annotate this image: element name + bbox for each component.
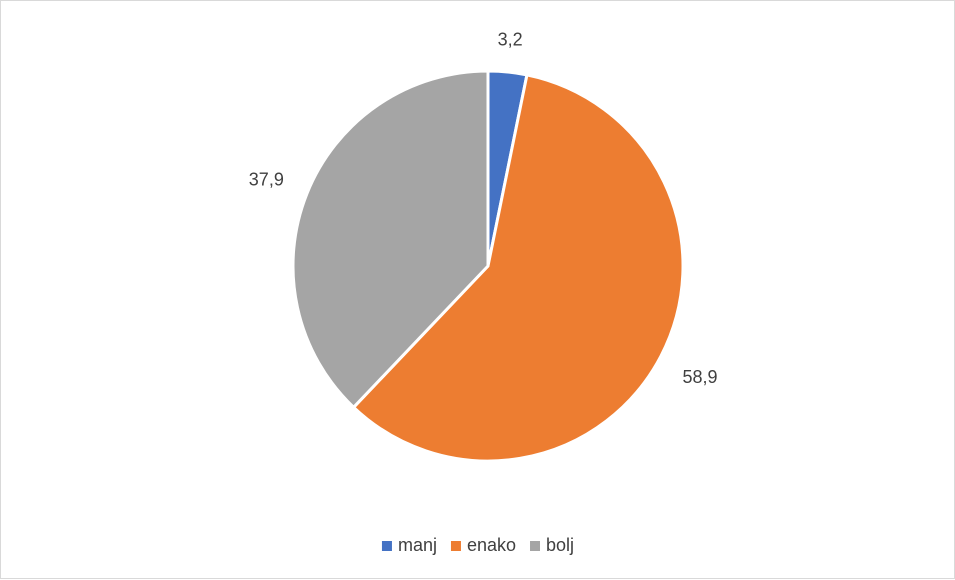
legend-label-enako: enako	[467, 535, 516, 555]
pie-slice-enako	[352, 73, 685, 463]
data-label-bolj: 37,9	[249, 169, 284, 189]
legend-swatch-enako	[450, 541, 461, 551]
legend-item-manj: manj	[381, 535, 437, 555]
legend: manj enako bolj	[381, 535, 574, 555]
data-label-enako: 58,9	[683, 367, 718, 387]
legend-item-enako: enako	[450, 535, 516, 555]
legend-label-bolj: bolj	[546, 535, 574, 555]
data-labels: 3,2 58,9 37,9	[249, 30, 718, 388]
legend-swatch-bolj	[530, 541, 541, 551]
legend-item-bolj: bolj	[530, 535, 574, 555]
legend-label-manj: manj	[398, 535, 437, 555]
legend-swatch-manj	[381, 541, 392, 551]
pie-slice-bolj	[291, 69, 490, 409]
data-label-manj: 3,2	[498, 30, 523, 50]
pie-slices	[291, 69, 685, 463]
